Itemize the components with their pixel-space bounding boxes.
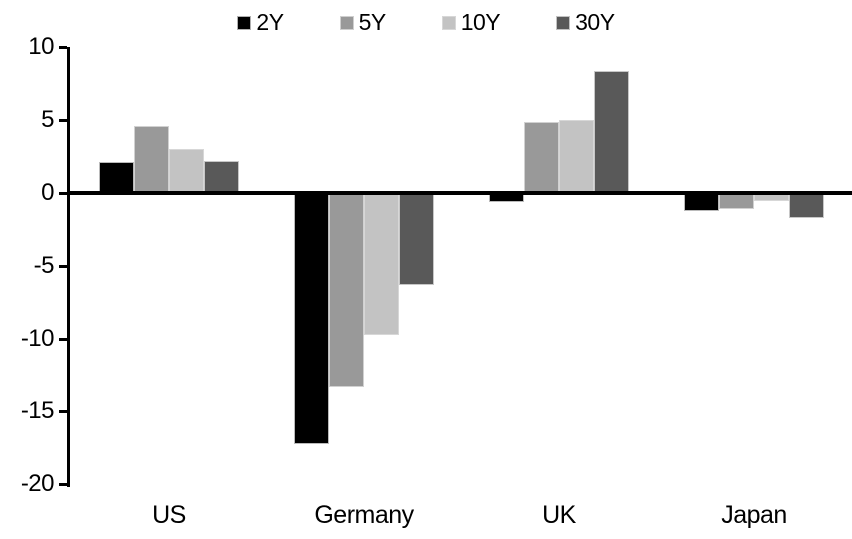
x-axis-label-uk: UK bbox=[542, 501, 576, 529]
x-axis-label-us: US bbox=[152, 501, 186, 529]
zero-baseline bbox=[67, 191, 852, 195]
bar-uk-10y bbox=[559, 120, 594, 193]
y-axis-tick bbox=[59, 410, 67, 413]
y-axis-tick-label: -15 bbox=[20, 397, 55, 424]
y-axis-tick-label: -20 bbox=[20, 470, 55, 497]
legend-item-30y: 30Y bbox=[556, 9, 615, 35]
bar-us-2y bbox=[99, 162, 134, 193]
y-axis-tick bbox=[59, 338, 67, 341]
y-axis-tick bbox=[59, 46, 67, 49]
chart-legend: 2Y 5Y 10Y 30Y bbox=[0, 11, 852, 34]
bar-us-10y bbox=[169, 149, 204, 193]
bar-germany-30y bbox=[399, 192, 434, 285]
legend-item-5y: 5Y bbox=[339, 9, 387, 35]
y-axis-tick-label: 10 bbox=[28, 33, 54, 60]
x-axis-label-germany: Germany bbox=[314, 501, 414, 529]
bar-us-5y bbox=[134, 126, 169, 193]
bar-germany-2y bbox=[294, 192, 329, 444]
x-axis-label-japan: Japan bbox=[721, 501, 787, 529]
y-axis-line bbox=[67, 47, 70, 487]
y-axis-tick bbox=[59, 119, 67, 122]
bar-germany-5y bbox=[329, 192, 364, 387]
y-axis-tick-label: 0 bbox=[41, 179, 54, 206]
legend-label-5y: 5Y bbox=[358, 9, 387, 35]
legend-swatch-5y bbox=[339, 15, 354, 30]
legend-item-2y: 2Y bbox=[237, 9, 284, 35]
legend-label-2y: 2Y bbox=[256, 9, 284, 35]
bar-uk-5y bbox=[524, 122, 559, 193]
y-axis-tick bbox=[59, 265, 67, 268]
bar-japan-30y bbox=[789, 192, 824, 218]
legend-label-10y: 10Y bbox=[460, 9, 501, 35]
legend-item-10y: 10Y bbox=[441, 9, 501, 35]
bar-us-30y bbox=[204, 161, 239, 193]
y-axis-tick bbox=[59, 483, 67, 486]
legend-swatch-10y bbox=[441, 15, 456, 30]
y-axis-tick-label: 5 bbox=[41, 106, 54, 133]
y-axis-tick bbox=[59, 192, 67, 195]
y-axis-tick-label: -5 bbox=[33, 252, 55, 279]
bar-uk-30y bbox=[594, 71, 629, 193]
legend-swatch-2y bbox=[237, 15, 252, 30]
legend-swatch-30y bbox=[556, 15, 571, 30]
legend-label-30y: 30Y bbox=[575, 9, 615, 35]
bar-germany-10y bbox=[364, 192, 399, 335]
y-axis-tick-label: -10 bbox=[20, 325, 55, 352]
